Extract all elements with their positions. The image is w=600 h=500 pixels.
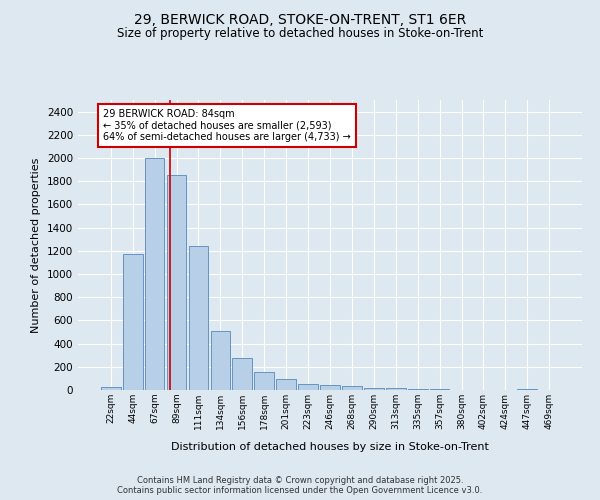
Bar [232,358,252,390]
Bar [167,176,187,390]
Text: 29, BERWICK ROAD, STOKE-ON-TRENT, ST1 6ER: 29, BERWICK ROAD, STOKE-ON-TRENT, ST1 6E… [134,12,466,26]
Y-axis label: Number of detached properties: Number of detached properties [31,158,41,332]
Bar [254,372,274,390]
Bar [430,389,449,390]
Bar [123,254,143,390]
Text: Size of property relative to detached houses in Stoke-on-Trent: Size of property relative to detached ho… [117,28,483,40]
Bar [386,388,406,390]
Bar [298,384,318,390]
Bar [276,379,296,390]
Text: Distribution of detached houses by size in Stoke-on-Trent: Distribution of detached houses by size … [171,442,489,452]
Bar [320,385,340,390]
Bar [364,388,384,390]
Bar [145,158,164,390]
Bar [211,331,230,390]
Bar [342,386,362,390]
Bar [517,389,537,390]
Bar [101,386,121,390]
Text: 29 BERWICK ROAD: 84sqm
← 35% of detached houses are smaller (2,593)
64% of semi-: 29 BERWICK ROAD: 84sqm ← 35% of detached… [103,108,351,142]
Text: Contains HM Land Registry data © Crown copyright and database right 2025.
Contai: Contains HM Land Registry data © Crown c… [118,476,482,495]
Bar [188,246,208,390]
